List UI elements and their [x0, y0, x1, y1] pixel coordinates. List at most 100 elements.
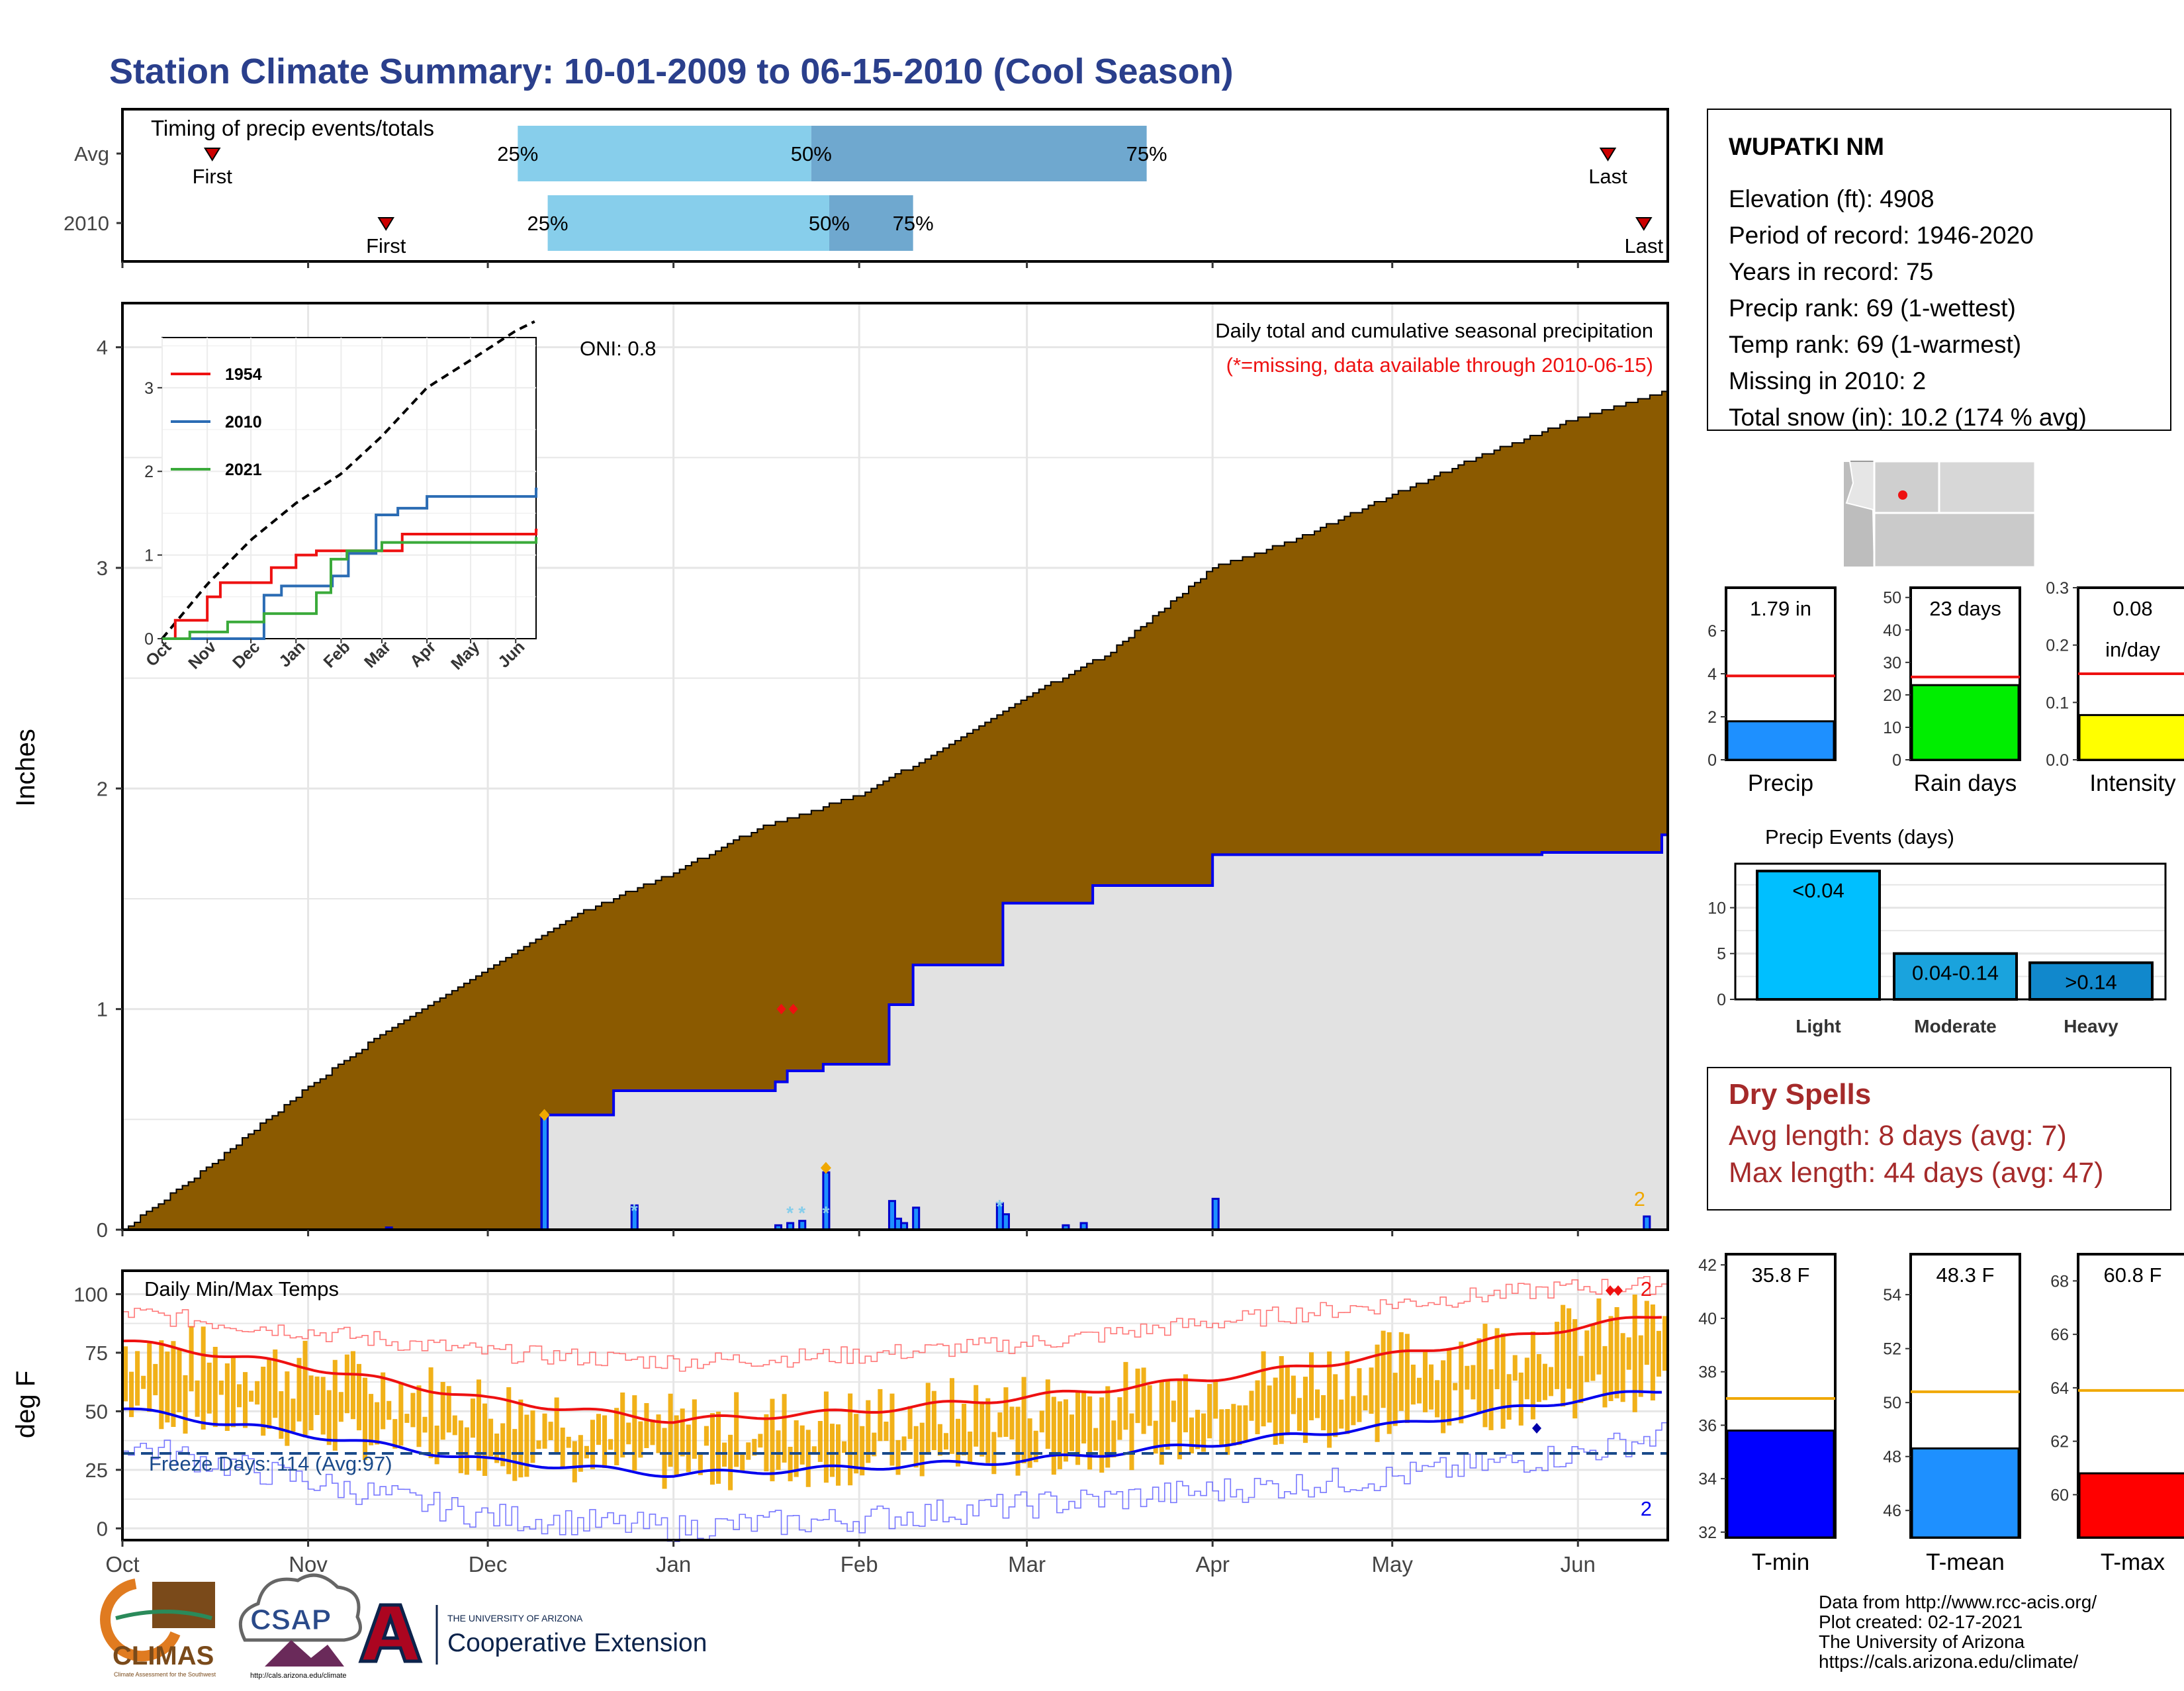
mini-precip-y-tick-label: 0	[1707, 751, 1717, 770]
map-state-utah-arizona	[1873, 460, 1940, 514]
inset-y-tick-label: 2	[144, 463, 154, 481]
mini-precip-value-bar	[1726, 720, 1835, 761]
mini-precip-y-tick-label: 6	[1707, 622, 1717, 641]
missing-marker-icon	[776, 1003, 786, 1015]
mini-temp-value-label: 35.8 F	[1752, 1263, 1810, 1287]
mini-temp-y-tick-label: 32	[1698, 1524, 1717, 1542]
mini-precip-y-tick-label: 0.1	[2046, 694, 2069, 712]
mini-precip-precip: 1.79 in 0 2 4 6 Precip	[1707, 586, 1837, 796]
timing-p75-label: 75%	[893, 212, 934, 235]
map-state-south	[1873, 512, 2036, 569]
mini-precip-value-bar	[2078, 713, 2184, 761]
main-y-tick-label: 0	[97, 1218, 108, 1242]
mini-precip-y-tick-label: 0.2	[2046, 637, 2069, 655]
temp-missing-top: 2	[1641, 1277, 1652, 1301]
station-line: Precip rank: 69 (1-wettest)	[1729, 295, 2016, 322]
mini-precip-y-tick-label: 2	[1707, 708, 1717, 727]
footer-line-4: https://cals.arizona.edu/climate/	[1819, 1651, 2078, 1672]
events-bar-moderate	[1893, 952, 2018, 1001]
temp-y-tick-label: 25	[85, 1459, 108, 1482]
mini-precip-value-label-2: in/day	[2105, 638, 2160, 661]
inset-y-tick-label: 3	[144, 379, 154, 398]
temp-x-tick-label: Dec	[469, 1552, 508, 1577]
mini-precip-label: Rain days	[1914, 770, 2017, 796]
events-bar-label: 0.04-0.14	[1912, 962, 1999, 985]
temp-label: Daily Min/Max Temps	[144, 1277, 339, 1301]
timing-row-Avg: Avg 25% 50% 75% First Last	[74, 126, 1627, 188]
mini-temp-y-tick-label: 66	[2050, 1326, 2069, 1344]
temp-x-tick-label: Nov	[289, 1552, 328, 1577]
daily-precip-bar	[541, 1114, 549, 1231]
mini-precip-y-tick-label: 20	[1883, 686, 1901, 705]
events-bar-light	[1756, 870, 1881, 1001]
mini-temp-label: T-mean	[1926, 1549, 2005, 1575]
heavy-event-marker-icon	[820, 1162, 831, 1174]
timing-last-label: Last	[1624, 234, 1663, 257]
inset-line-2021	[162, 537, 538, 640]
climas-subtitle: Climate Assessment for the Southwest	[114, 1671, 216, 1678]
timing-last-marker-icon	[1599, 148, 1617, 161]
map-state-arizona	[1843, 461, 1876, 568]
avg-max-temp-line	[122, 1316, 1662, 1424]
dry-frame	[1707, 1067, 2171, 1211]
map-state-new-mexico	[1938, 460, 2036, 514]
mini-precip-intensity: 0.08 in/day 0.0 0.1 0.2 0.3 Intensity	[2046, 579, 2184, 796]
footer-credits: Data from http://www.rcc-acis.org/ Plot …	[1819, 1592, 2097, 1672]
snow-marker-icon: *	[822, 1203, 829, 1223]
main-plot-frame	[121, 302, 1669, 1231]
dry-title: Dry Spells	[1729, 1078, 1871, 1111]
ua-block-a-icon	[358, 1603, 423, 1663]
ua-small-text: THE UNIVERSITY OF ARIZONA	[447, 1613, 583, 1623]
timing-p25-label: 25%	[497, 142, 538, 165]
timing-row-label: Avg	[74, 142, 109, 165]
events-bar-label: <0.04	[1792, 879, 1844, 902]
mini-temp-t-mean: 48.3 F 46 48 50 52 54 T-mean	[1883, 1253, 2021, 1575]
station-name: WUPATKI NM	[1729, 133, 1884, 160]
timing-bar-50-75	[829, 195, 913, 251]
mini-temp-value-bar	[2078, 1472, 2184, 1539]
station-info-box: WUPATKI NM Elevation (ft): 4908 Period of…	[1707, 109, 2171, 431]
mini-temp-y-tick-label: 36	[1698, 1416, 1717, 1435]
inset-y-tick-label: 0	[144, 630, 154, 649]
station-location-dot	[1898, 490, 1907, 500]
temp-y-tick-label: 100	[73, 1283, 108, 1306]
inset-legend-label: 2010	[225, 413, 262, 432]
inset-line-2010	[162, 487, 538, 640]
missing-marker-icon	[788, 1003, 798, 1015]
freeze-days-label: Freeze Days: 114 (Avg:97)	[149, 1452, 392, 1475]
daily-precip-bar	[1211, 1197, 1220, 1231]
events-category-label: Moderate	[1914, 1016, 1996, 1036]
temp-ylabel: deg F	[11, 1371, 40, 1438]
timing-p25-label: 25%	[527, 212, 569, 235]
snow-marker-icon: *	[786, 1203, 794, 1223]
timing-row-2010: 2010 25% 50% 75% First Last	[64, 195, 1663, 257]
mini-precip-label: Intensity	[2089, 770, 2176, 796]
mini-temp-y-tick-label: 64	[2050, 1379, 2069, 1398]
mini-precip-charts: 1.79 in 0 2 4 6 Precip 23 days 0 10 20 30 40 50 Rain …	[1707, 579, 2184, 796]
record-low-line	[122, 1422, 1668, 1543]
csap-wordmark: CSAP	[250, 1604, 331, 1636]
temp-min-marker-icon	[1532, 1423, 1541, 1434]
oni-label: ONI: 0.8	[580, 337, 656, 360]
page-title: Station Climate Summary: 10-01-2009 to 0…	[109, 52, 1234, 91]
mini-temp-y-tick-label: 40	[1698, 1310, 1717, 1328]
mini-temp-value-bar	[1911, 1447, 2020, 1539]
timing-row-label: 2010	[64, 212, 109, 235]
inset-y-tick-label: 1	[144, 547, 154, 565]
timing-panel: Timing of precip events/totals Avg 25% 50%…	[64, 108, 1669, 268]
climas-mesa-icon	[152, 1582, 215, 1628]
dry-line-1: Avg length: 8 days (avg: 7)	[1729, 1120, 2067, 1152]
events-y-tick-label: 0	[1717, 991, 1726, 1009]
mini-precip-value-label: 1.79 in	[1750, 597, 1811, 620]
mini-temp-value-label: 48.3 F	[1936, 1263, 1995, 1287]
mini-precip-y-tick-label: 0.0	[2046, 751, 2069, 770]
logos: CLIMAS Climate Assessment for the Southw…	[100, 1573, 707, 1680]
climas-logo: CLIMAS Climate Assessment for the Southw…	[100, 1578, 216, 1678]
temp-missing-marker-icon	[1606, 1285, 1615, 1296]
mini-temp-y-tick-label: 62	[2050, 1433, 2069, 1451]
climas-sun-icon	[100, 1578, 181, 1662]
main-ylabel: Inches	[11, 729, 40, 807]
